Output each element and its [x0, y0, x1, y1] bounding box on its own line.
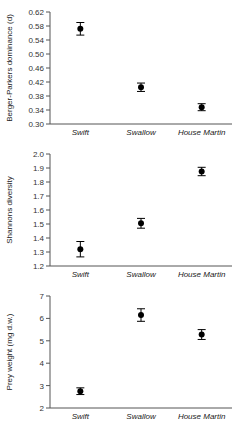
y-tick [46, 385, 50, 386]
y-tick-label: 7 [40, 292, 45, 301]
y-tick [46, 224, 50, 225]
point [199, 332, 205, 338]
y-axis-label: Shannons diversity [5, 176, 14, 244]
y-tick [46, 168, 50, 169]
error-bar [137, 83, 145, 91]
x-axis [50, 124, 232, 125]
x-tick-label: Swift [72, 270, 90, 279]
x-tick-label: House Martin [178, 270, 226, 279]
x-tick-label: Swallow [126, 412, 157, 421]
y-tick-label: 1.3 [33, 248, 45, 257]
y-tick [46, 12, 50, 13]
y-tick-label: 0.46 [28, 64, 44, 73]
y-tick-label: 2 [40, 404, 45, 413]
y-tick [46, 340, 50, 341]
marks [76, 309, 205, 395]
y-tick-label: 1.2 [33, 262, 45, 271]
x-tick-label: House Martin [178, 412, 226, 421]
panel: 2 3 4 5 6 7 Prey weight (mg d.w.) Swift Swallow H… [5, 292, 232, 421]
y-tick [46, 40, 50, 41]
x-tick-label: Swallow [126, 270, 157, 279]
x-axis [50, 408, 232, 409]
y-tick-label: 0.30 [28, 120, 44, 129]
error-bar [137, 309, 145, 322]
y-tick-label: 1.7 [33, 192, 45, 201]
y-tick-label: 1.9 [33, 164, 45, 173]
error-bar [76, 388, 84, 395]
y-axis-label: Berger-Parkers dominance (d) [5, 14, 14, 122]
panel: 0.30 0.34 0.38 0.42 0.46 0.50 0.54 0.58 0.62 Berg… [5, 8, 232, 137]
y-tick [46, 82, 50, 83]
y-tick [46, 68, 50, 69]
x-tick-label: Swallow [126, 128, 157, 137]
point [199, 104, 205, 110]
x-tick-label: House Martin [178, 128, 226, 137]
error-bar [198, 330, 206, 340]
point [77, 26, 83, 32]
y-tick-label: 0.62 [28, 8, 44, 17]
y-tick [46, 296, 50, 297]
y-tick-label: 4 [40, 359, 45, 368]
x-tick-label: Swift [72, 128, 90, 137]
y-tick-label: 0.58 [28, 22, 44, 31]
y-tick [46, 363, 50, 364]
y-tick [46, 154, 50, 155]
y-axis [50, 154, 51, 266]
y-tick-label: 0.42 [28, 78, 44, 87]
error-bar [137, 218, 145, 228]
y-tick [46, 110, 50, 111]
y-tick [46, 196, 50, 197]
y-tick-label: 6 [40, 314, 45, 323]
y-tick-label: 0.50 [28, 50, 44, 59]
x-tick-label: Swift [72, 412, 90, 421]
error-bar [76, 242, 84, 257]
y-tick-label: 0.54 [28, 36, 44, 45]
point [138, 312, 144, 318]
error-bar [198, 104, 206, 111]
y-tick [46, 210, 50, 211]
y-tick [46, 96, 50, 97]
y-axis [50, 12, 51, 124]
error-bar [198, 167, 206, 175]
point [199, 169, 205, 175]
marks [76, 167, 205, 257]
y-tick-label: 5 [40, 337, 45, 346]
y-tick [46, 182, 50, 183]
panel: 1.2 1.3 1.4 1.5 1.6 1.7 1.8 1.9 2.0 Shannons dive… [5, 150, 232, 279]
y-axis-label: Prey weight (mg d.w.) [5, 313, 14, 390]
marks [76, 23, 205, 111]
y-tick [46, 124, 50, 125]
y-tick-label: 0.38 [28, 92, 44, 101]
y-tick [46, 266, 50, 267]
y-tick-label: 1.6 [33, 206, 45, 215]
point [138, 84, 144, 90]
y-tick-label: 1.5 [33, 220, 45, 229]
point [77, 246, 83, 252]
point [138, 220, 144, 226]
y-tick [46, 26, 50, 27]
y-tick [46, 54, 50, 55]
y-tick-label: 3 [40, 382, 45, 391]
y-axis [50, 296, 51, 408]
y-tick [46, 252, 50, 253]
y-tick-label: 1.8 [33, 178, 45, 187]
y-tick-label: 1.4 [33, 234, 45, 243]
x-axis [50, 266, 232, 267]
y-tick [46, 408, 50, 409]
error-bar [76, 23, 84, 36]
y-tick [46, 318, 50, 319]
y-tick-label: 0.34 [28, 106, 44, 115]
point [77, 388, 83, 394]
y-tick-label: 2.0 [33, 150, 45, 159]
y-tick [46, 238, 50, 239]
chart: 0.30 0.34 0.38 0.42 0.46 0.50 0.54 0.58 0.62 Berg… [0, 0, 239, 440]
